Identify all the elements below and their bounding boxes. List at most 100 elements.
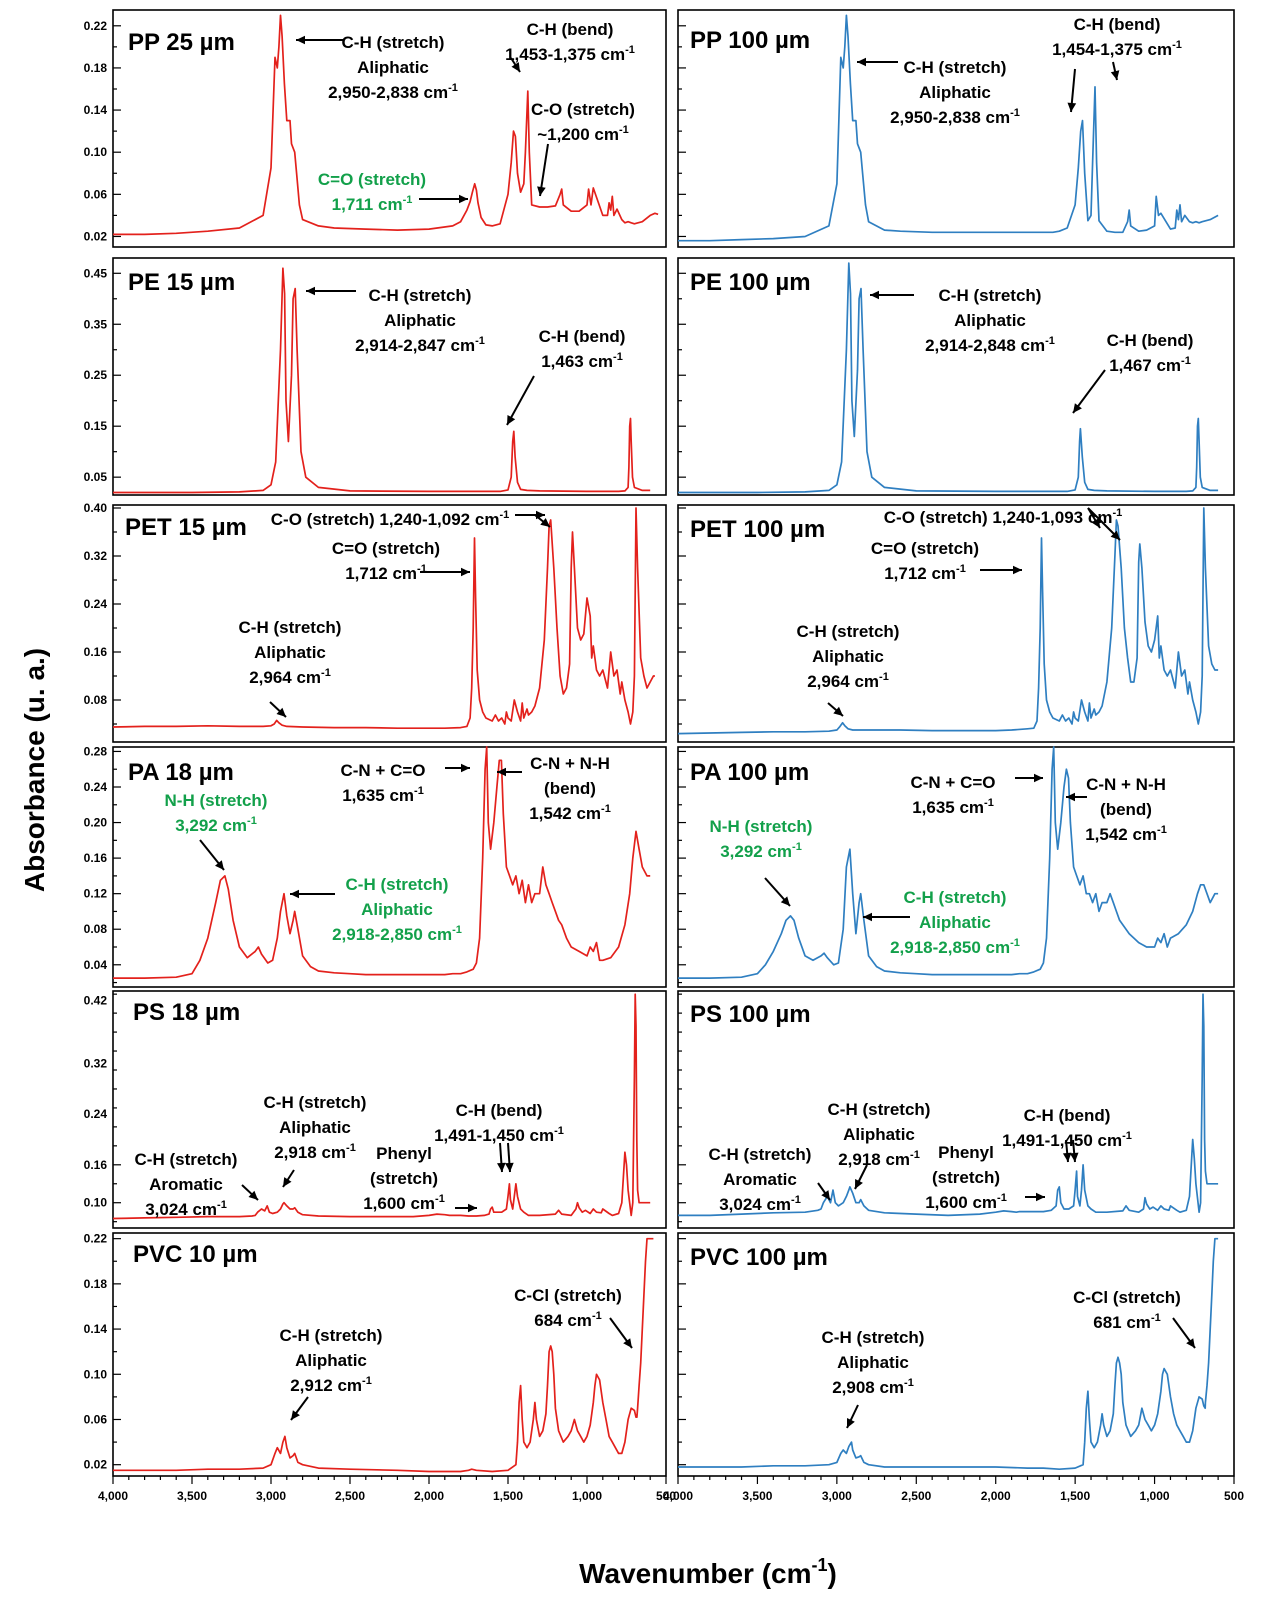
y-tick-group: 0.08 0.16 0.24 0.32 0.40	[84, 501, 121, 725]
arrow-head	[1069, 1152, 1079, 1162]
annotation-line: Aliphatic	[279, 1118, 351, 1137]
arrow-head	[870, 290, 879, 300]
annotation-superscript: -1	[1151, 1312, 1161, 1324]
y-tick-label: 0.35	[84, 317, 108, 331]
arrow-head	[461, 763, 470, 773]
y-tick-label: 0.24	[84, 597, 108, 611]
annotation-superscript: -1	[1181, 355, 1191, 367]
annotation-line: 2,950-2,838 cm	[328, 83, 448, 102]
spectrum-line	[678, 262, 1219, 494]
annotation-line: 1,467 cm	[1109, 356, 1181, 375]
annotation-line: 2,914-2,847 cm	[355, 336, 475, 355]
arrow-head	[290, 889, 299, 899]
x-tick-label: 3,500	[742, 1489, 772, 1503]
annotation-line: C-O (stretch) 1,240-1,092 cm	[271, 510, 500, 529]
spectrum-line	[112, 993, 651, 1220]
peak-annotation: C-Cl (stretch) 681 cm-1	[1073, 1288, 1181, 1332]
annotation-superscript: -1	[791, 1194, 801, 1206]
panel-frame	[677, 990, 1235, 1229]
y-tick-label: 0.24	[84, 780, 108, 794]
panel-title: PA 100 µm	[690, 759, 809, 786]
annotation-superscript: -1	[984, 797, 994, 809]
annotation-superscript: -1	[475, 335, 485, 347]
spectrum-panel: 0.08 0.16 0.24 0.32 0.40 PET 15 µm C-O (stretc…	[84, 501, 667, 743]
x-tick-label: 1,000	[1140, 1489, 1170, 1503]
annotation-superscript: -1	[1122, 1130, 1132, 1142]
y-tick-label: 0.04	[84, 958, 108, 972]
annotation-line: 2,918-2,850 cm	[332, 925, 452, 944]
peak-annotation: C-H (stretch) Aliphatic 2,914-2,847 cm-1	[355, 286, 485, 355]
x-tick-label: 2,500	[335, 1489, 365, 1503]
annotation-superscript: -1	[414, 785, 424, 797]
peak-annotation: C-H (stretch) Aliphatic 2,964 cm-1	[239, 618, 342, 687]
peak-annotation: C-H (stretch) Aromatic 3,024 cm-1	[135, 1150, 238, 1219]
x-tick-label: 2,000	[981, 1489, 1011, 1503]
y-tick-label: 0.22	[84, 1232, 108, 1246]
x-axis-label-sup: -1	[812, 1555, 828, 1575]
spectrum-panel: 0.10 0.16 0.24 0.32 0.42 PS 18 µm C-H (stretch…	[84, 990, 667, 1229]
annotation-line: C-H (stretch)	[239, 618, 342, 637]
annotation-superscript: -1	[1010, 937, 1020, 949]
y-tick-label: 0.16	[84, 1158, 108, 1172]
annotation-line: Aliphatic	[361, 900, 433, 919]
y-tick-label: 0.24	[84, 1107, 108, 1121]
arrow-head	[857, 57, 866, 67]
annotation-line: 2,918 cm	[838, 1150, 910, 1169]
annotation-superscript: -1	[362, 1375, 372, 1387]
panel-frame	[677, 504, 1235, 743]
y-tick-group: 0.10 0.16 0.24 0.32 0.42	[84, 993, 121, 1223]
y-tick-group: 0.02 0.06 0.10 0.14 0.18 0.22	[84, 19, 121, 243]
annotation-line: Aliphatic	[843, 1125, 915, 1144]
x-axis-label: Wavenumber (cm-1)	[579, 1555, 837, 1589]
annotation-line: C-H (stretch)	[342, 33, 445, 52]
peak-annotation: C-O (stretch) 1,240-1,092 cm-1	[271, 509, 509, 529]
annotation-line: Aliphatic	[812, 647, 884, 666]
y-tick-label: 0.45	[84, 266, 108, 280]
peak-annotation: C-N + N-H (bend) 1,542 cm-1	[529, 754, 611, 823]
peak-annotation: Phenyl (stretch) 1,600 cm-1	[363, 1144, 445, 1213]
peak-annotation: C-H (stretch) Aliphatic 2,914-2,848 cm-1	[925, 286, 1055, 355]
arrow-head	[833, 706, 843, 716]
annotation-superscript: -1	[792, 841, 802, 853]
arrow-head	[1073, 403, 1082, 413]
arrow-head	[497, 767, 506, 777]
panel-frame	[677, 746, 1235, 988]
annotation-line: 684 cm	[534, 1311, 592, 1330]
annotation-line: 2,918 cm	[274, 1143, 346, 1162]
annotation-line: Aliphatic	[954, 311, 1026, 330]
annotation-line: N-H (stretch)	[710, 817, 813, 836]
annotation-line: C=O (stretch)	[871, 539, 979, 558]
peak-annotation: Phenyl (stretch) 1,600 cm-1	[925, 1143, 1007, 1212]
x-tick-label: 2,000	[414, 1489, 444, 1503]
spectrum-line	[113, 1237, 654, 1473]
annotation-superscript: -1	[1112, 507, 1122, 519]
annotation-line: 1,600 cm	[925, 1193, 997, 1212]
annotation-line: C-H (stretch)	[369, 286, 472, 305]
annotation-superscript: -1	[417, 563, 427, 575]
annotation-line: C-H (bend)	[1107, 331, 1194, 350]
peak-annotation: C-H (bend) 1,491-1,450 cm-1	[1002, 1106, 1132, 1150]
panels-group: 0.02 0.06 0.10 0.14 0.18 0.22 PP 25 µm C-H (str…	[84, 9, 1235, 1477]
panel-title: PE 15 µm	[128, 269, 235, 296]
annotation-line: 2,918-2,850 cm	[890, 938, 1010, 957]
arrow-head	[1091, 518, 1100, 528]
arrow-head	[497, 1162, 506, 1172]
x-tick-label: 3,000	[822, 1489, 852, 1503]
y-tick-group: 0.02 0.06 0.10 0.14 0.18 0.22	[84, 1232, 121, 1472]
annotation-line: Phenyl	[938, 1143, 994, 1162]
annotation-line: C-O (stretch) 1,240-1,093 cm	[884, 508, 1113, 527]
annotation-line: C-H (bend)	[539, 327, 626, 346]
annotation-line: 2,950-2,838 cm	[890, 108, 1010, 127]
x-tick-label: 3,500	[177, 1489, 207, 1503]
annotation-line: C-H (stretch)	[939, 286, 1042, 305]
spectrum-panel: 0.02 0.06 0.10 0.14 0.18 0.22 PVC 10 µm C-H (st…	[84, 1232, 667, 1477]
x-tick-label: 1,500	[493, 1489, 523, 1503]
arrow-head	[863, 912, 872, 922]
panel-frame	[112, 257, 667, 496]
panel-frame	[112, 1232, 667, 1477]
annotation-line: 3,292 cm	[720, 842, 792, 861]
annotation-line: 3,024 cm	[145, 1200, 217, 1219]
annotation-arrows	[199, 35, 1196, 1429]
peak-annotation: C-Cl (stretch) 684 cm-1	[514, 1286, 622, 1330]
